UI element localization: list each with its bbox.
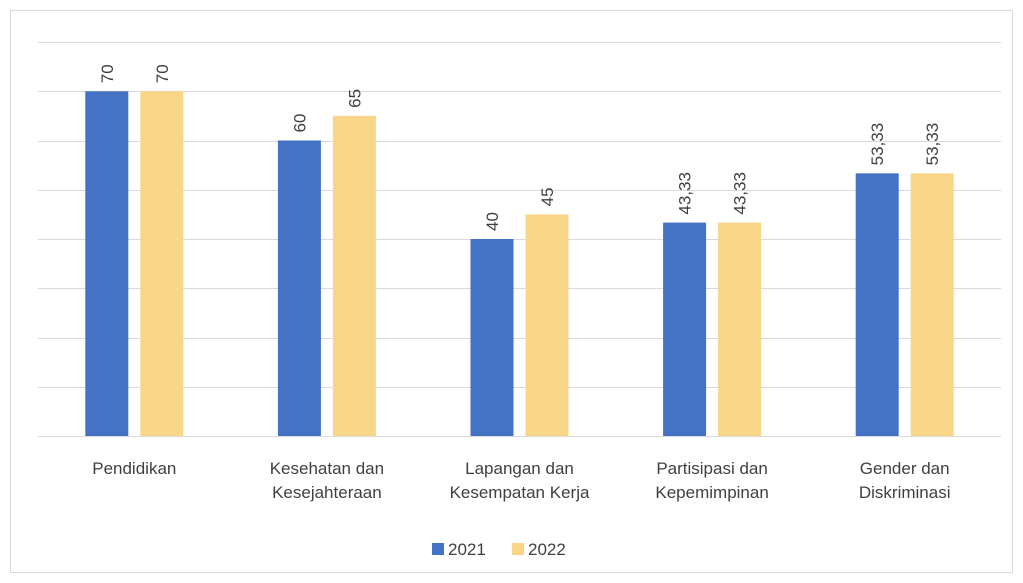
x-tick-label-line: Kepemimpinan	[655, 483, 768, 502]
data-label: 45	[538, 187, 557, 206]
data-label: 43,33	[676, 172, 695, 215]
data-label: 65	[345, 89, 364, 108]
x-tick-label-line: Lapangan dan	[465, 459, 574, 478]
bar	[470, 239, 514, 436]
legend-label: 2022	[528, 540, 566, 559]
data-label: 70	[98, 64, 117, 83]
x-tick-label: Kesehatan dan Kesejahteraan	[270, 459, 384, 502]
x-tick-label: Partisipasi dan Kepemimpinan	[655, 459, 768, 502]
bar	[718, 222, 762, 436]
data-label: 43,33	[731, 172, 750, 215]
bar	[277, 140, 321, 436]
bar	[332, 115, 376, 436]
x-tick-label: Gender dan Diskriminasi	[859, 459, 951, 502]
x-tick-label-line: Diskriminasi	[859, 483, 951, 502]
x-tick-label-line: Kesejahteraan	[272, 483, 382, 502]
x-tick-label: Pendidikan	[92, 459, 176, 478]
legend-swatch	[512, 543, 524, 555]
bar	[140, 91, 184, 436]
bar	[525, 214, 569, 436]
data-label: 53,33	[923, 123, 942, 166]
x-tick-label-line: Kesempatan Kerja	[450, 483, 590, 502]
bar	[663, 222, 707, 436]
x-tick-label-line: Kesehatan dan	[270, 459, 384, 478]
x-tick-label: Lapangan dan Kesempatan Kerja	[450, 459, 590, 502]
data-label: 70	[153, 64, 172, 83]
bar	[855, 173, 899, 437]
data-label: 53,33	[868, 123, 887, 166]
bar	[85, 91, 129, 436]
legend-label: 2021	[448, 540, 486, 559]
x-tick-label-line: Gender dan	[860, 459, 950, 478]
data-label: 60	[290, 114, 309, 133]
x-tick-label-line: Partisipasi dan	[656, 459, 768, 478]
data-label: 40	[483, 212, 502, 231]
x-tick-label-line: Pendidikan	[92, 459, 176, 478]
legend-swatch	[432, 543, 444, 555]
bar	[910, 173, 954, 437]
